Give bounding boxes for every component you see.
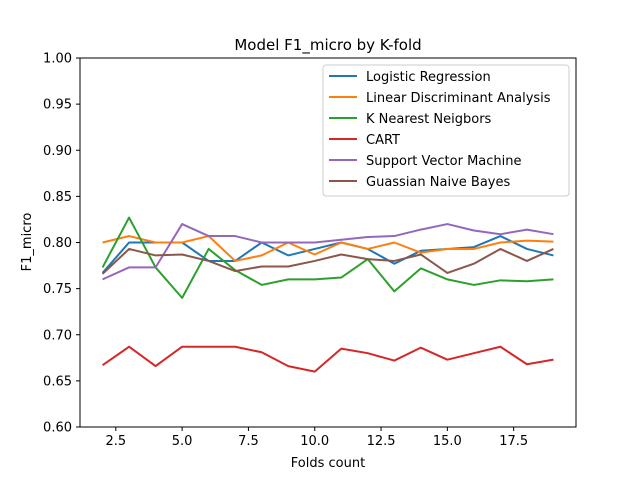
- legend-label: Logistic Regression: [366, 70, 491, 85]
- x-tick-label: 12.5: [367, 434, 396, 449]
- y-tick-label: 1.00: [43, 52, 72, 67]
- y-tick-label: 0.75: [43, 282, 72, 297]
- x-axis-label: Folds count: [291, 456, 365, 471]
- x-tick-label: 2.5: [105, 434, 126, 449]
- legend-box: [322, 64, 570, 197]
- legend-label: Support Vector Machine: [366, 154, 522, 169]
- legend-label: CART: [366, 133, 400, 148]
- series-line-4: [102, 223, 554, 281]
- x-axis: 2.5 5.0 7.5 10.0 12.5 15.0 17.5: [105, 427, 528, 449]
- legend: Logistic Regression Linear Discriminant A…: [322, 64, 570, 197]
- legend-label: Guassian Naive Bayes: [366, 175, 510, 190]
- x-tick-label: 17.5: [499, 434, 528, 449]
- x-tick-label: 15.0: [433, 434, 462, 449]
- y-tick-label: 0.65: [43, 374, 72, 389]
- y-axis: 0.60 0.65 0.70 0.75 0.80 0.85 0.90 0.95 1.00: [43, 52, 80, 436]
- series-line-5: [101, 247, 554, 275]
- x-tick-label: 7.5: [238, 434, 259, 449]
- y-tick-label: 0.85: [43, 190, 72, 205]
- legend-label: Linear Discriminant Analysis: [366, 91, 551, 106]
- y-tick-label: 0.80: [43, 236, 72, 251]
- y-tick-label: 0.70: [43, 328, 72, 343]
- series-line-3: [101, 345, 554, 373]
- x-tick-label: 5.0: [172, 434, 193, 449]
- y-tick-label: 0.95: [43, 98, 72, 113]
- legend-label: K Nearest Neigbors: [366, 112, 492, 127]
- y-tick-label: 0.60: [43, 421, 72, 436]
- x-tick-label: 10.0: [300, 434, 329, 449]
- y-tick-label: 0.90: [43, 144, 72, 159]
- y-axis-label: F1_micro: [20, 213, 35, 272]
- series-line-2: [101, 216, 554, 299]
- chart-title: Model F1_micro by K-fold: [234, 36, 421, 55]
- series-line-1: [102, 235, 554, 262]
